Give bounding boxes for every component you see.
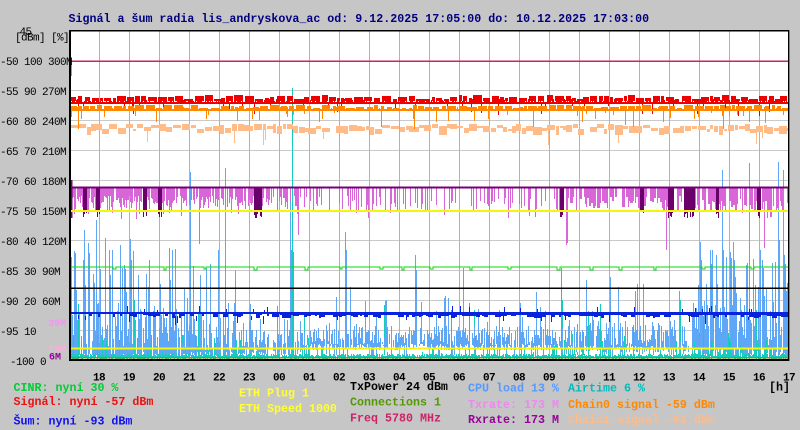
svg-text:ETH Plug 1: ETH Plug 1 [239,386,309,400]
svg-text:11: 11 [603,373,616,385]
svg-text:00: 00 [273,373,285,385]
svg-text:Chain0 signal -59 dBm: Chain0 signal -59 dBm [568,398,715,412]
svg-text:06: 06 [453,373,465,385]
svg-text:[h]: [h] [769,381,790,395]
svg-text:39M: 39M [48,319,66,330]
svg-text:22: 22 [213,373,225,385]
svg-text:-85 30 90M: -85 30 90M [0,267,60,279]
svg-text:CINR: nyní 30 %: CINR: nyní 30 % [14,381,119,395]
svg-text:12: 12 [633,373,645,385]
svg-text:17: 17 [783,373,795,385]
svg-text:Signál: nyní -57 dBm: Signál: nyní -57 dBm [14,395,154,409]
svg-text:10: 10 [573,373,585,385]
svg-text:07: 07 [483,373,495,385]
svg-text:Freq 5780 MHz: Freq 5780 MHz [350,411,441,425]
svg-text:20: 20 [153,373,165,385]
svg-text:-65 70 210M: -65 70 210M [0,147,66,159]
svg-text:45: 45 [20,27,32,39]
svg-text:01: 01 [303,373,316,385]
svg-text:-80 40 120M: -80 40 120M [0,237,66,249]
svg-text:13: 13 [663,373,676,385]
svg-text:03: 03 [363,373,376,385]
svg-text:[dBm] [%]: [dBm] [%] [15,33,69,45]
svg-text:19: 19 [123,373,135,385]
svg-text:13M: 13M [48,345,66,356]
svg-text:CPU load 13 %: CPU load 13 % [468,382,559,396]
svg-text:08: 08 [513,373,526,385]
svg-text:Chain1 signal -61 dBm: Chain1 signal -61 dBm [568,413,715,427]
svg-text:18: 18 [93,373,106,385]
svg-text:Rxrate: 173 M: Rxrate: 173 M [468,413,559,427]
svg-text:21: 21 [183,373,196,385]
svg-text:16: 16 [753,373,765,385]
svg-text:15: 15 [723,373,736,385]
svg-text:6M: 6M [49,353,61,364]
svg-text:TxPower 24 dBm: TxPower 24 dBm [350,380,448,394]
svg-text:Airtime 6 %: Airtime 6 % [568,382,645,396]
svg-text:23: 23 [243,373,256,385]
svg-text:04: 04 [393,373,406,385]
svg-text:14: 14 [693,373,706,385]
svg-text:Connections 1: Connections 1 [350,396,441,410]
svg-text:-100 0: -100 0 [10,357,46,369]
svg-text:Šum: nyní -93 dBm: Šum: nyní -93 dBm [14,414,133,428]
svg-text:02: 02 [333,373,345,385]
svg-text:-95 10: -95 10 [0,327,36,339]
svg-text:ETH Speed 1000: ETH Speed 1000 [239,402,337,416]
svg-text:-60 80 240M: -60 80 240M [0,117,66,129]
svg-text:Signál a šum radia lis_andrysk: Signál a šum radia lis_andryskova_ac od:… [69,12,650,26]
svg-text:05: 05 [423,373,436,385]
svg-text:-50 100 300M: -50 100 300M [0,57,72,69]
svg-text:-90 20 60M: -90 20 60M [0,297,60,309]
svg-text:-75 50 150M: -75 50 150M [0,207,66,219]
svg-text:09: 09 [543,373,555,385]
svg-text:-70 60 180M: -70 60 180M [0,177,66,189]
svg-text:Txrate: 173 M: Txrate: 173 M [468,398,559,412]
svg-text:-55 90 270M: -55 90 270M [0,87,66,99]
